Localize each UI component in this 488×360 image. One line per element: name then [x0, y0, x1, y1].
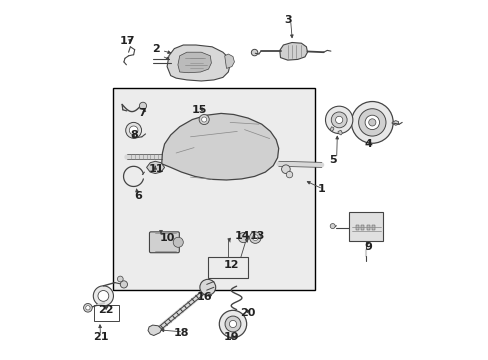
- Text: 13: 13: [249, 231, 264, 241]
- Text: 1: 1: [317, 184, 325, 194]
- FancyBboxPatch shape: [149, 232, 179, 253]
- Text: 22: 22: [98, 305, 113, 315]
- Circle shape: [98, 291, 108, 301]
- Text: 3: 3: [284, 15, 291, 25]
- Circle shape: [83, 303, 92, 312]
- Polygon shape: [279, 42, 307, 60]
- Bar: [348, 212, 382, 241]
- Polygon shape: [329, 127, 333, 131]
- Text: 5: 5: [328, 155, 336, 165]
- Text: 8: 8: [131, 130, 138, 140]
- Bar: [208, 257, 247, 278]
- Circle shape: [224, 316, 241, 332]
- Polygon shape: [146, 161, 164, 174]
- Text: 18: 18: [173, 328, 189, 338]
- Bar: [371, 225, 374, 230]
- Text: 4: 4: [364, 139, 372, 149]
- Text: 20: 20: [240, 308, 255, 318]
- Polygon shape: [178, 52, 211, 73]
- Polygon shape: [162, 113, 278, 180]
- Polygon shape: [148, 325, 162, 336]
- Circle shape: [281, 165, 289, 174]
- Circle shape: [365, 115, 379, 130]
- Circle shape: [93, 286, 113, 306]
- Circle shape: [200, 279, 215, 295]
- Circle shape: [173, 237, 183, 247]
- Text: 17: 17: [120, 36, 135, 46]
- Bar: [366, 225, 369, 230]
- Circle shape: [125, 122, 141, 138]
- Circle shape: [117, 276, 123, 282]
- Bar: [361, 225, 364, 230]
- Text: 19: 19: [224, 332, 239, 342]
- Circle shape: [335, 116, 342, 123]
- Text: 9: 9: [364, 242, 372, 252]
- Circle shape: [249, 232, 261, 243]
- Text: 2: 2: [152, 44, 160, 54]
- Polygon shape: [167, 45, 230, 81]
- Circle shape: [139, 102, 146, 109]
- Bar: [113, 88, 314, 290]
- Circle shape: [251, 49, 257, 56]
- Text: 16: 16: [197, 292, 212, 302]
- Text: 21: 21: [93, 332, 108, 342]
- Text: 10: 10: [159, 233, 174, 243]
- Circle shape: [351, 102, 392, 143]
- Circle shape: [358, 109, 385, 136]
- Text: 15: 15: [191, 105, 207, 115]
- Polygon shape: [337, 130, 342, 135]
- Circle shape: [219, 310, 246, 338]
- Polygon shape: [224, 54, 234, 68]
- Polygon shape: [391, 121, 398, 125]
- Circle shape: [129, 126, 138, 135]
- Text: 11: 11: [148, 164, 163, 174]
- Text: 7: 7: [138, 108, 145, 118]
- Circle shape: [199, 114, 209, 125]
- Text: 12: 12: [224, 260, 239, 270]
- Circle shape: [229, 320, 236, 328]
- Bar: [355, 225, 358, 230]
- Circle shape: [285, 171, 292, 178]
- Circle shape: [325, 106, 352, 134]
- Circle shape: [238, 233, 248, 243]
- Circle shape: [85, 306, 90, 310]
- Circle shape: [368, 119, 375, 126]
- Text: 6: 6: [134, 191, 142, 201]
- Circle shape: [330, 112, 346, 128]
- Circle shape: [120, 281, 127, 288]
- Circle shape: [201, 117, 206, 122]
- Circle shape: [329, 224, 335, 229]
- Circle shape: [252, 235, 258, 240]
- Text: 14: 14: [234, 231, 250, 241]
- Bar: [94, 305, 118, 321]
